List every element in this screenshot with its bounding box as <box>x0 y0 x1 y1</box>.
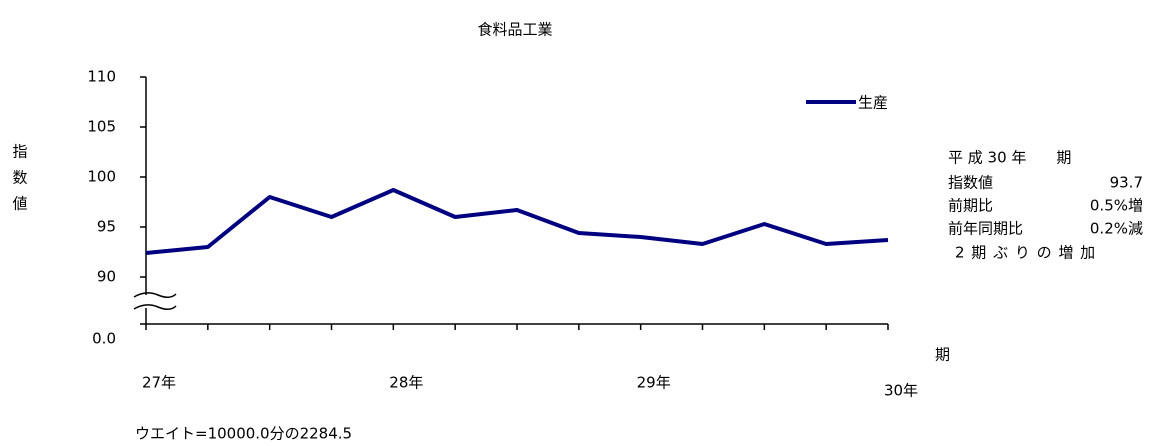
y-tick-label: 90 <box>97 268 116 286</box>
legend-label: 生産 <box>858 94 888 112</box>
annotation-value: 93.7 <box>1110 174 1143 192</box>
annotation-summary: 2 期 ぶ り の 増 加 <box>955 244 1096 262</box>
annotation-value: 0.5%増 <box>1090 197 1143 215</box>
footnote: ウエイト=10000.0分の2284.5 <box>135 425 352 443</box>
y-axis-label: 値 <box>12 195 27 213</box>
y-axis-label: 指 <box>12 143 27 161</box>
y-tick-label: 95 <box>97 218 116 236</box>
annotation-label: 前期比 <box>948 197 993 215</box>
y-tick-label: 0.0 <box>92 330 116 348</box>
annotation-label: 前年同期比 <box>948 220 1023 238</box>
axis-break <box>133 292 177 298</box>
data-line <box>145 188 889 255</box>
x-tick-label: 29年 <box>637 374 671 392</box>
annotation-period: 平 成 30 年 期 <box>948 149 1071 167</box>
y-tick-label: 110 <box>87 68 116 86</box>
x-tick-label: 30年 <box>884 382 918 400</box>
chart-title: 食料品工業 <box>477 21 552 39</box>
x-axis-label: 期 <box>935 346 950 364</box>
y-tick-label: 100 <box>87 168 116 186</box>
x-tick-label: 27年 <box>142 374 176 392</box>
y-tick-label: 105 <box>87 118 116 136</box>
axis-break <box>133 304 177 310</box>
annotation-label: 指数値 <box>948 174 993 192</box>
annotation-value: 0.2%減 <box>1090 220 1143 238</box>
y-axis-label: 数 <box>12 169 27 187</box>
x-tick-label: 28年 <box>389 374 423 392</box>
